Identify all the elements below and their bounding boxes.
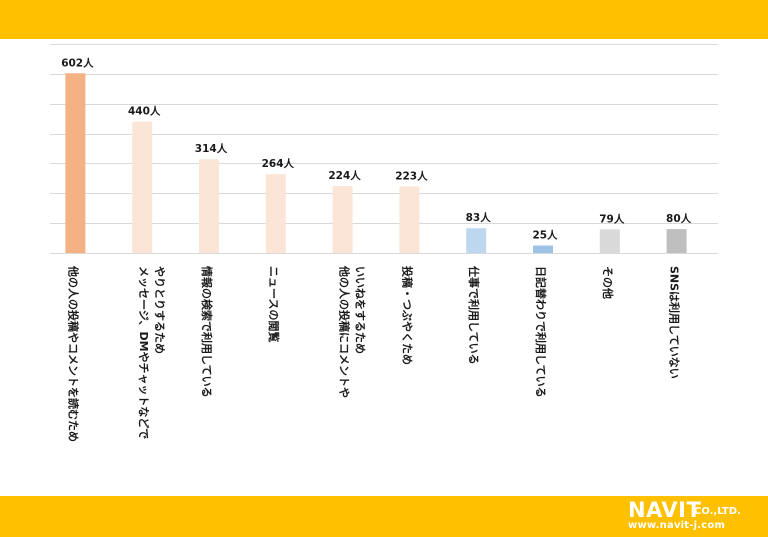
category-label-line: 仕事で利用している <box>467 265 481 365</box>
bottom-banner <box>0 496 768 537</box>
logo-suffix: CO.,LTD. <box>694 506 741 517</box>
bar-1 <box>132 121 153 253</box>
bar-8 <box>599 229 620 253</box>
navit-logo: NAVIT CO.,LTD. www.navit-j.com <box>628 499 756 533</box>
value-label: 224人 <box>328 169 361 182</box>
value-label: 223人 <box>395 169 428 182</box>
category-label-line: ニュースの閲覧 <box>267 266 281 342</box>
category-label-line: 情報の検索で利用している <box>200 266 214 398</box>
bar-4 <box>332 186 353 253</box>
category-label-line: メッセージ、DMやチャットなどで <box>137 266 150 439</box>
value-label: 440人 <box>128 105 161 118</box>
value-label: 80人 <box>666 212 692 225</box>
value-label: 314人 <box>195 142 228 155</box>
category-label: 仕事で利用している <box>467 265 481 365</box>
category-label: 投稿・つぶやくため <box>400 266 414 365</box>
bar-3 <box>265 174 286 253</box>
top-banner <box>0 0 768 39</box>
category-label: 情報の検索で利用している <box>200 266 214 398</box>
category-label-line: 他の人の投稿にコメントや <box>338 265 352 398</box>
category-label: ニュースの閲覧 <box>267 266 281 342</box>
category-label-line: やりとりするため <box>153 266 166 354</box>
category-label-line: いいねをするため <box>354 266 367 354</box>
value-label: 602人 <box>61 56 94 69</box>
category-label: メッセージ、DMやチャットなどで やりとりするため <box>137 266 166 439</box>
logo-brand: NAVIT <box>628 498 702 522</box>
category-label: その他 <box>601 266 615 299</box>
category-label-line: 他の人の投稿やコメントを読むため <box>66 265 80 442</box>
bar-5 <box>399 186 420 253</box>
gridlines <box>50 44 718 254</box>
bars <box>65 73 687 253</box>
category-label: 他の人の投稿やコメントを読むため <box>66 265 80 442</box>
category-label: 日記替わりで利用している <box>534 266 548 398</box>
value-labels: 602人 440人 314人 264人 224人 223人 83人 25人 79人 80人 <box>61 56 691 241</box>
bar-9 <box>666 229 687 253</box>
bar-2 <box>199 159 219 253</box>
category-label-line: 日記替わりで利用している <box>534 266 548 398</box>
category-label-line: その他 <box>601 266 615 299</box>
category-labels: 他の人の投稿やコメントを読むため メッセージ、DMやチャットなどで やりとりするため… <box>66 265 681 442</box>
value-label: 264人 <box>262 157 295 170</box>
bar-7 <box>533 245 553 253</box>
category-label: 他の人の投稿にコメントや いいねをするため <box>338 265 367 398</box>
value-label: 79人 <box>599 212 625 225</box>
bar-6 <box>466 228 487 253</box>
value-label: 25人 <box>532 229 558 242</box>
category-label: SNSは利用していない <box>668 266 682 379</box>
category-label-line: SNSは利用していない <box>668 266 682 379</box>
bar-0 <box>65 73 86 253</box>
category-label-line: 投稿・つぶやくため <box>400 266 414 365</box>
logo-url: www.navit-j.com <box>628 520 726 531</box>
value-label: 83人 <box>466 211 492 224</box>
